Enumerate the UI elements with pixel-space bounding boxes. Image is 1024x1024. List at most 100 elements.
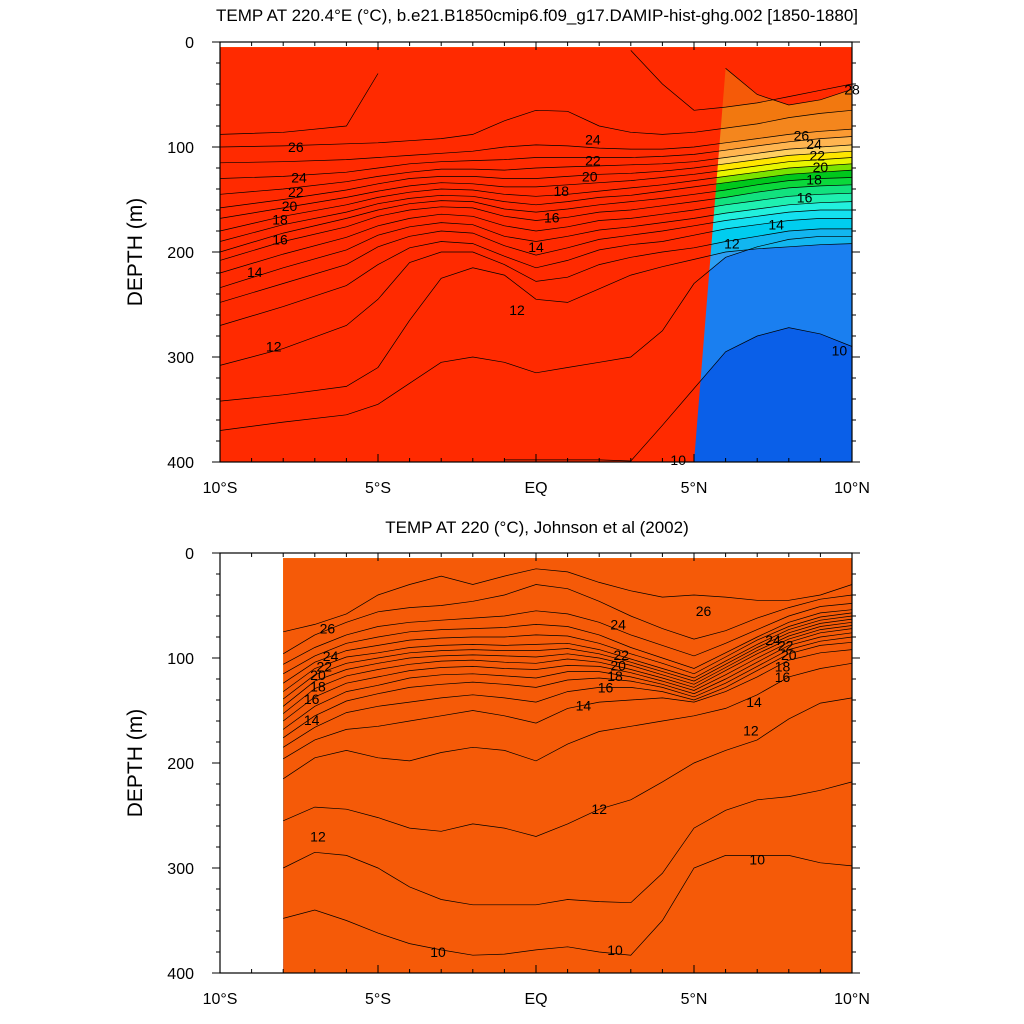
top-isotherm-lines [219, 50, 853, 462]
contour-label: 12 [266, 339, 282, 355]
contour-label: 14 [576, 697, 592, 713]
isotherm-28 [630, 50, 853, 111]
isotherm-16 [219, 201, 853, 289]
isotherm-22 [282, 615, 853, 692]
contour-label: 18 [806, 172, 822, 188]
contour-label: 16 [775, 669, 791, 685]
isotherm-12 [219, 243, 853, 402]
isotherm-22 [219, 157, 853, 219]
contour-label: 24 [765, 632, 781, 648]
contour-label: 24 [610, 616, 626, 632]
bottom-contour-panel: TEMP AT 220 (°C), Johnson et al (2002) D… [124, 518, 870, 1008]
y-tick-label: 100 [167, 140, 194, 157]
contour-label: 10 [832, 343, 848, 359]
contour-label: 20 [781, 647, 797, 663]
contour-label: 10 [749, 852, 765, 868]
contour-label: 18 [310, 678, 326, 694]
contour-label: 12 [310, 829, 326, 845]
contour-label: 16 [598, 679, 614, 695]
isotherm-20 [282, 621, 853, 707]
x-tick-label: 5°N [681, 991, 708, 1008]
isotherm-15 [219, 209, 852, 303]
contour-label: 26 [696, 603, 712, 619]
isotherm-15 [283, 641, 853, 748]
contour-label: 18 [272, 211, 288, 227]
y-tick-label: 300 [167, 861, 194, 878]
contour-label: 16 [304, 691, 320, 707]
contour-label: 22 [778, 637, 794, 653]
y-tick-label: 0 [185, 35, 194, 52]
top-y-axis-label: DEPTH (m) [124, 198, 147, 307]
isotherm-12 [283, 697, 853, 837]
top-chart-title: TEMP AT 220.4°E (°C), b.e21.B1850cmip6.f… [216, 6, 858, 25]
isotherm-18 [282, 628, 853, 722]
isotherm-23 [283, 612, 853, 684]
contour-label: 16 [797, 189, 813, 205]
x-tick-label: 10°N [834, 991, 870, 1008]
isotherm-23 [219, 150, 853, 209]
isotherm-26 [219, 128, 853, 164]
contour-label: 20 [282, 198, 298, 214]
isotherm-25 [283, 603, 853, 665]
fill-band-28 [283, 558, 852, 973]
contour-label: 24 [806, 136, 822, 152]
bottom-chart-title: TEMP AT 220 (°C), Johnson et al (2002) [385, 518, 689, 537]
y-tick-label: 200 [167, 245, 194, 262]
top-contour-panel: TEMP AT 220.4°E (°C), b.e21.B1850cmip6.f… [124, 6, 870, 497]
contour-label: 20 [582, 168, 598, 184]
contour-label: 22 [585, 153, 601, 169]
y-tick-label: 100 [167, 651, 194, 668]
contour-label: 12 [591, 801, 607, 817]
contour-label: 10 [607, 942, 623, 958]
contour-label: 10 [430, 944, 446, 960]
x-tick-label: EQ [524, 991, 547, 1008]
contour-label: 12 [743, 722, 759, 738]
contour-label: 18 [553, 183, 569, 199]
x-tick-label: 10°N [834, 480, 870, 497]
fill-band-29 [220, 47, 852, 462]
contour-label: 22 [809, 147, 825, 163]
isotherm-14 [283, 649, 853, 760]
y-tick-label: 300 [167, 350, 194, 367]
x-tick-label: EQ [524, 480, 547, 497]
bottom-temperature-fill-bands [283, 558, 852, 973]
contour-label: 22 [614, 647, 630, 663]
isotherm-10 [283, 855, 853, 956]
isotherm-24 [283, 609, 853, 675]
isotherm-27 [219, 109, 853, 148]
y-tick-label: 400 [167, 966, 194, 983]
y-tick-label: 400 [167, 455, 194, 472]
y-tick-label: 0 [185, 546, 194, 563]
isotherm-11 [219, 235, 852, 431]
isotherm-11 [283, 781, 853, 906]
contour-label: 14 [768, 217, 784, 233]
isotherm-13 [219, 228, 852, 366]
contour-label: 20 [610, 657, 626, 673]
contour-label: 24 [585, 132, 601, 148]
contour-label: 22 [316, 658, 332, 674]
contour-label: 18 [607, 668, 623, 684]
x-tick-label: 5°S [365, 480, 391, 497]
contour-label: 16 [544, 209, 560, 225]
contour-label: 26 [320, 621, 336, 637]
isotherm-27 [283, 568, 853, 633]
contour-label: 26 [288, 139, 304, 155]
contour-label: 20 [310, 667, 326, 683]
x-tick-label: 10°S [203, 991, 238, 1008]
contour-label: 16 [272, 231, 288, 247]
contour-label: 26 [794, 127, 810, 143]
bottom-isotherm-lines [282, 568, 853, 956]
isotherm-17 [219, 192, 853, 274]
contour-label: 14 [528, 239, 544, 255]
contour-label: 24 [291, 169, 307, 185]
top-contour-labels: 2624222018161412242220181614122624222018… [247, 81, 860, 468]
isotherm-20 [219, 169, 853, 242]
isotherm-19 [282, 625, 853, 714]
isotherm-10 [504, 327, 853, 462]
isotherm-17 [282, 632, 853, 730]
top-axes: 10°S 5°S EQ 5°N 10°N 0 100 200 300 400 [167, 35, 870, 497]
isotherm-21 [282, 618, 853, 700]
y-tick-label: 200 [167, 756, 194, 773]
isotherm-16 [283, 636, 853, 739]
isotherm-14 [219, 218, 852, 326]
